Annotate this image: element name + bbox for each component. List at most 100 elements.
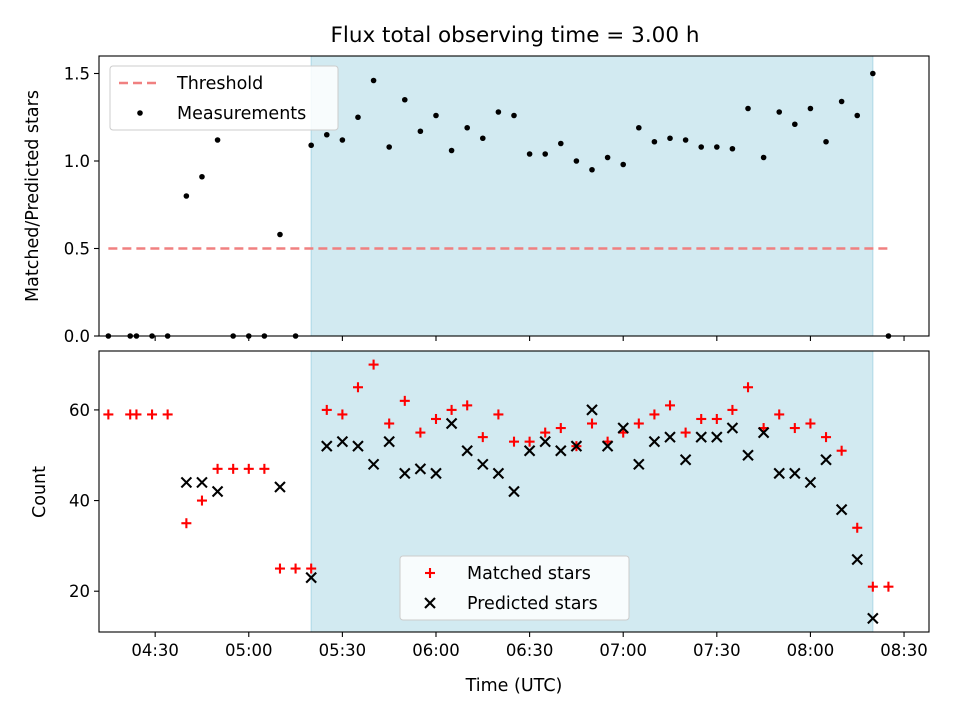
measurements-point-35 <box>651 138 658 145</box>
predicted-stars-point-5-b <box>321 440 333 452</box>
matched-stars-point-21 <box>430 413 441 424</box>
measurements-point-49 <box>870 70 876 77</box>
predicted-stars-point-27-b <box>664 431 676 443</box>
count-panel-y-ticks: 20 40 60 <box>69 401 99 601</box>
predicted-stars-point-21 <box>570 440 583 452</box>
measurements-point-24 <box>479 135 486 142</box>
matched-stars-point-16 <box>352 382 363 393</box>
measurements-point-13 <box>308 142 314 149</box>
predicted-stars-point-12 <box>430 467 442 480</box>
predicted-stars-point-31 <box>726 422 739 434</box>
matched-stars-point-29 <box>555 423 566 434</box>
matched-stars-point-5 <box>181 518 192 529</box>
count-panel-y-axis-label: Count <box>30 466 50 518</box>
predicted-stars-point-6-b <box>336 435 349 448</box>
measurements-point-5 <box>183 193 190 199</box>
predicted-stars-point-2 <box>211 485 224 498</box>
chart-title: Flux total observing time = 3.00 h <box>331 23 700 48</box>
measurements-point-38 <box>698 144 705 150</box>
measurements-point-19 <box>401 96 408 103</box>
predicted-stars-point-19 <box>539 435 551 448</box>
ratio-panel: 0.0 0.5 1.0 1.5 Matched/Predicted stars Thr… <box>23 55 930 346</box>
legend-measurements-swatch <box>137 110 143 116</box>
predicted-stars-point-17 <box>508 485 520 498</box>
predicted-stars-point-22-b <box>586 404 598 416</box>
matched-stars-point-3 <box>147 409 158 420</box>
matched-stars-point-36 <box>665 400 676 411</box>
matched-stars-point-47 <box>836 445 847 456</box>
count-panel-frame <box>98 350 930 633</box>
predicted-stars-point-18-b <box>523 444 536 457</box>
predicted-stars-point-13-b <box>445 417 458 430</box>
matched-stars-point-0 <box>103 409 114 420</box>
matched-stars-point-24 <box>477 432 488 443</box>
x-tick-label-2: 05:30 <box>319 641 367 660</box>
predicted-stars-point-34-b <box>773 467 785 480</box>
predicted-stars-point-14 <box>461 444 473 457</box>
x-tick-label-6: 07:30 <box>693 641 741 660</box>
measurements-point-28 <box>542 151 549 157</box>
x-axis-label: Time (UTC) <box>465 676 563 696</box>
x-tick-label-0: 04:30 <box>131 641 179 660</box>
predicted-stars-point-30-b <box>711 431 723 443</box>
measurements-point-20 <box>417 128 424 135</box>
matched-stars-point-4 <box>162 409 173 420</box>
predicted-stars-point-40 <box>867 612 879 625</box>
ratio-panel-y-axis-label: Matched/Predicted stars <box>23 90 43 302</box>
measurements-point-32 <box>604 154 611 161</box>
measurements-point-43 <box>776 109 783 115</box>
legend-matched-stars-label: Matched stars <box>467 564 591 584</box>
count-panel-legend-box <box>399 555 630 621</box>
predicted-stars-point-22 <box>586 404 598 416</box>
predicted-stars-point-11 <box>414 463 427 475</box>
predicted-stars-point-3 <box>274 481 286 493</box>
ratio-panel-y-tick-label-1: 0.5 <box>64 240 90 259</box>
predicted-stars-point-2-b <box>211 485 224 498</box>
predicted-stars-point-39 <box>851 553 863 566</box>
matched-stars-point-12 <box>290 563 301 574</box>
count-panel-y-tick-label-2: 60 <box>69 401 90 420</box>
count-panel: 04:30 05:00 05:30 06:00 06:30 07:00 07:30 08:00… <box>30 350 930 660</box>
matched-stars-point-23 <box>462 400 473 411</box>
predicted-stars-point-3-b <box>274 481 286 493</box>
measurements-point-31 <box>589 166 595 173</box>
predicted-stars-point-18 <box>523 444 536 457</box>
measurements-point-26 <box>511 112 517 119</box>
x-tick-label-3: 06:00 <box>412 641 460 660</box>
predicted-stars-point-28 <box>679 454 692 466</box>
legend-measurements-label: Measurements <box>177 104 306 124</box>
measurements-point-18 <box>386 144 392 150</box>
predicted-stars-point-7-b <box>352 440 364 452</box>
predicted-stars-point-33 <box>757 426 770 439</box>
measurements-point-14 <box>323 131 330 138</box>
matched-stars-point-46 <box>821 432 832 443</box>
predicted-stars-point-8-b <box>367 458 380 471</box>
predicted-stars-point-12-b <box>430 467 442 480</box>
predicted-stars-point-1-b <box>196 476 208 489</box>
predicted-stars-point-9-b <box>383 435 395 448</box>
predicted-stars-point-11-b <box>414 463 427 475</box>
predicted-stars-point-6 <box>336 435 349 448</box>
ratio-panel-x-ticks <box>154 336 905 341</box>
matched-stars-point-13 <box>306 563 317 574</box>
measurements-point-25 <box>495 109 502 115</box>
legend-predicted-stars-swatch-b <box>424 597 436 609</box>
measurements-point-41 <box>745 105 751 112</box>
x-tick-label-5: 07:00 <box>599 641 647 660</box>
measurements-point-22 <box>448 147 455 154</box>
matched-stars-point-11 <box>274 563 285 574</box>
measurements-point-36 <box>667 135 673 142</box>
predicted-stars-point-21-b <box>570 440 583 452</box>
measurements-point-27 <box>526 151 533 157</box>
measurements-point-40 <box>729 145 736 152</box>
matched-stars-point-28 <box>540 427 551 438</box>
x-tick-label-7: 08:00 <box>787 641 835 660</box>
predicted-stars-point-27 <box>664 431 676 443</box>
measurements-point-23 <box>464 124 470 131</box>
predicted-stars-point-23 <box>601 440 614 452</box>
predicted-stars-point-8 <box>367 458 380 471</box>
predicted-stars-point-36 <box>804 476 817 489</box>
measurements-point-48 <box>854 112 861 119</box>
predicted-stars-point-4 <box>305 571 317 584</box>
